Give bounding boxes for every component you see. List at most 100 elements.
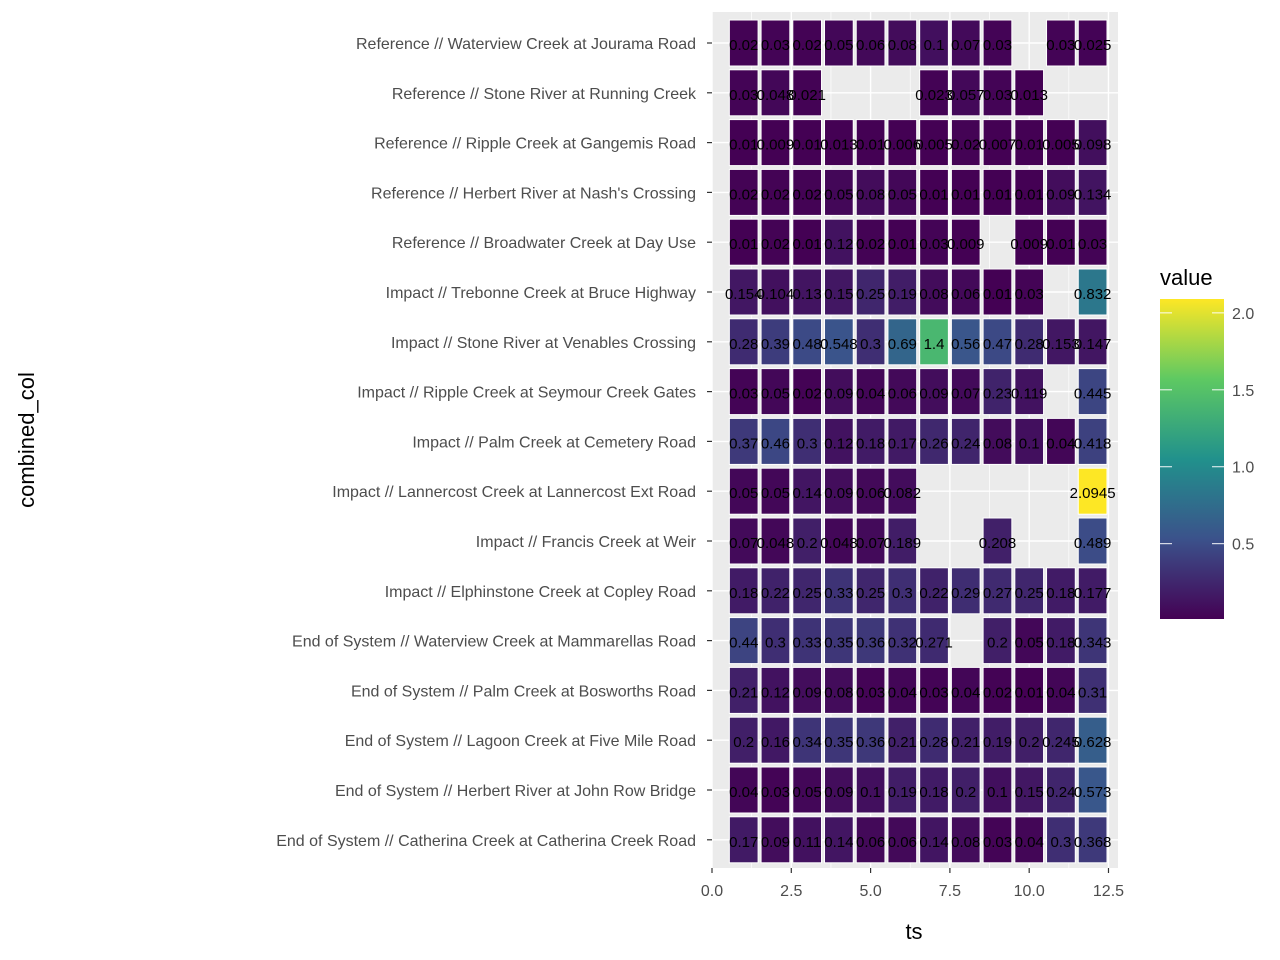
cell-value-label: 0.04 — [1046, 684, 1075, 701]
heatmap-cell — [950, 666, 981, 714]
heatmap-cell — [855, 517, 886, 565]
cell-value-label: 0.08 — [983, 435, 1012, 452]
heatmap-cell — [1046, 119, 1076, 167]
heatmap-cell — [1046, 19, 1076, 67]
cell-value-label: 0.09 — [919, 386, 948, 403]
heatmap-cell — [792, 119, 823, 167]
cell-value-label: 0.05 — [761, 485, 790, 502]
cell-value-label: 0.18 — [919, 784, 948, 801]
heatmap-cell — [855, 766, 886, 814]
x-axis-title: ts — [905, 919, 922, 944]
heatmap-cell — [887, 368, 918, 416]
cell-value-label: 0.56 — [951, 336, 980, 353]
heatmap-cell — [919, 417, 949, 465]
heatmap-cell — [887, 666, 918, 714]
heatmap-cell — [760, 69, 791, 117]
x-tick-label: 10.0 — [1014, 883, 1045, 900]
cell-value-label: 0.04 — [1015, 834, 1044, 851]
heatmap-cell — [1077, 816, 1108, 864]
cell-value-label: 0.03 — [919, 684, 948, 701]
cell-value-label: 0.02 — [793, 186, 822, 203]
cell-value-label: 0.03 — [729, 386, 758, 403]
cell-value-label: 0.03 — [919, 236, 948, 253]
heatmap-cell — [1014, 368, 1045, 416]
heatmap-cell — [887, 318, 918, 366]
cell-value-label: 0.177 — [1074, 585, 1112, 602]
cell-value-label: 0.009 — [947, 236, 985, 253]
heatmap-cell — [728, 69, 759, 117]
heatmap-cell — [760, 517, 791, 565]
cell-value-label: 0.14 — [793, 485, 822, 502]
heatmap-cell — [728, 766, 759, 814]
cell-value-label: 0.35 — [824, 635, 853, 652]
cell-value-label: 0.09 — [824, 485, 853, 502]
cell-value-label: 0.007 — [979, 137, 1017, 154]
heatmap-cell — [1014, 567, 1045, 615]
heatmap-cell — [792, 19, 823, 67]
heatmap-cell — [728, 19, 759, 67]
cell-value-label: 0.05 — [729, 485, 758, 502]
cell-value-label: 0.05 — [1015, 635, 1044, 652]
y-tick-label: End of System // Catherina Creek at Cath… — [276, 833, 696, 850]
cell-value-label: 0.17 — [888, 435, 917, 452]
heatmap-cell — [824, 218, 854, 266]
heatmap-cell — [950, 69, 981, 117]
heatmap-cell — [919, 318, 949, 366]
cell-value-label: 0.48 — [793, 336, 822, 353]
heatmap-cell — [824, 268, 854, 316]
heatmap-cell — [824, 517, 854, 565]
cell-value-label: 0.21 — [951, 734, 980, 751]
heatmap-cell — [1077, 666, 1108, 714]
cell-value-label: 0.1 — [860, 784, 881, 801]
cell-value-label: 0.021 — [788, 87, 826, 104]
cell-value-label: 0.28 — [729, 336, 758, 353]
heatmap-cell — [792, 417, 823, 465]
cell-value-label: 0.14 — [824, 834, 853, 851]
cell-value-label: 0.05 — [793, 784, 822, 801]
cell-value-label: 0.013 — [820, 137, 858, 154]
cell-value-label: 0.048 — [757, 87, 795, 104]
x-tick-label: 2.5 — [780, 883, 802, 900]
heatmap-cell — [919, 69, 949, 117]
cell-value-label: 0.548 — [820, 336, 858, 353]
cell-value-label: 0.07 — [856, 535, 885, 552]
heatmap-cell — [1046, 666, 1076, 714]
cell-value-label: 0.006 — [884, 137, 922, 154]
heatmap-cell — [1046, 318, 1076, 366]
heatmap-cells — [728, 19, 1108, 864]
heatmap-cell — [1077, 268, 1108, 316]
cell-value-label: 0.09 — [761, 834, 790, 851]
heatmap-cell — [792, 268, 823, 316]
heatmap-cell — [950, 567, 981, 615]
cell-value-label: 0.01 — [793, 236, 822, 253]
cell-value-label: 0.09 — [793, 684, 822, 701]
heatmap-cell — [887, 716, 918, 764]
cell-value-label: 0.35 — [824, 734, 853, 751]
heatmap-cell — [824, 168, 854, 216]
cell-value-label: 0.36 — [856, 635, 885, 652]
cell-value-label: 0.1 — [1019, 435, 1040, 452]
heatmap-cell — [824, 617, 854, 665]
cell-value-label: 0.02 — [729, 37, 758, 54]
cell-value-label: 0.29 — [951, 585, 980, 602]
heatmap-cell — [728, 517, 759, 565]
x-tick-label: 0.0 — [701, 883, 723, 900]
heatmap-cell — [1046, 617, 1076, 665]
cell-value-label: 0.15 — [824, 286, 853, 303]
cell-value-label: 0.33 — [824, 585, 853, 602]
cell-value-label: 0.34 — [793, 734, 822, 751]
heatmap-cell — [728, 119, 759, 167]
heatmap-cell — [1077, 218, 1108, 266]
y-tick-label: Impact // Stone River at Venables Crossi… — [391, 335, 696, 352]
heatmap-cell — [887, 168, 918, 216]
y-tick-label: Impact // Elphinstone Creek at Copley Ro… — [385, 584, 696, 601]
cell-value-label: 0.01 — [888, 236, 917, 253]
cell-value-label: 0.025 — [1074, 37, 1112, 54]
heatmap-cell — [919, 617, 949, 665]
heatmap-cell — [1077, 368, 1108, 416]
cell-value-label: 0.01 — [1015, 186, 1044, 203]
cell-value-label: 0.12 — [761, 684, 790, 701]
cell-value-label: 0.21 — [888, 734, 917, 751]
cell-value-label: 0.2 — [797, 535, 818, 552]
legend-tick-label: 2.0 — [1232, 306, 1254, 323]
